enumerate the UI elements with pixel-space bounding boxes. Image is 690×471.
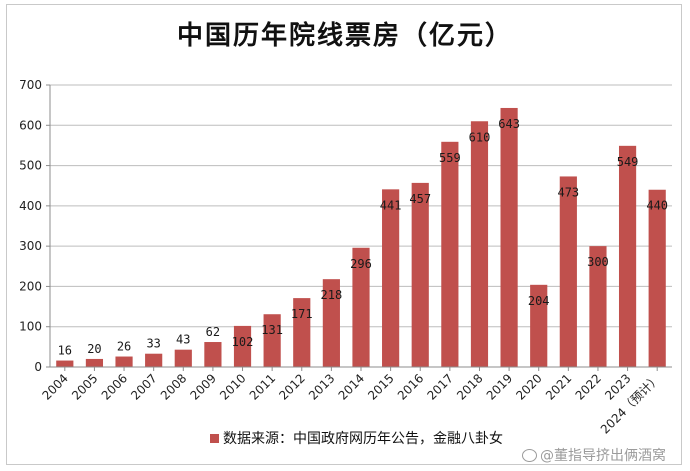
y-axis: 0 100 200 300 400 500 600 700 [19,78,51,374]
x-tick-label: 2011 [247,371,278,402]
x-tick-label: 2008 [158,371,189,402]
bar [145,353,163,367]
y-tick-label: 400 [19,199,42,213]
x-tick-label: 2015 [365,371,396,402]
x-tick-label: 2021 [543,371,574,402]
x-axis: 2004200520062007200820092010201120122013… [39,366,672,437]
bar [263,314,281,367]
y-tick-label: 200 [19,279,42,293]
y-tick-label: 600 [19,118,42,132]
watermark: @董指导挤出俩酒窝 [522,445,666,465]
watermark-text: @董指导挤出俩酒窝 [540,448,666,464]
data-label: 559 [439,151,461,165]
y-tick-label: 100 [19,320,42,334]
data-label: 549 [617,155,639,169]
x-tick-label: 2006 [99,371,130,402]
data-label: 643 [498,117,520,131]
bar [322,279,340,367]
data-labels: 16 20 26 33 43 62 102 131 171 218 296 441 457 559 610 6… [58,117,668,358]
legend-swatch [210,433,219,443]
data-label: 610 [469,130,491,144]
x-tick-label: 2016 [395,371,426,402]
data-label: 171 [291,307,313,321]
bar [293,298,311,367]
x-tick-label: 2007 [128,371,159,402]
data-label: 457 [409,192,431,206]
data-label: 300 [587,255,609,269]
y-tick-label: 300 [19,239,42,253]
bar [411,182,429,367]
x-tick-label: 2013 [306,371,337,402]
data-label: 296 [350,257,372,271]
bar [500,107,518,367]
data-label: 102 [232,335,254,349]
bar [470,121,489,367]
chart-frame [6,4,682,465]
legend-label: 数据来源：中国政府网历年公告，金融八卦女 [223,431,503,447]
bar [233,325,252,367]
x-tick-label: 2005 [69,371,100,402]
data-label: 131 [261,323,283,337]
data-label: 26 [117,340,131,354]
x-tick-label: 2004 [39,371,70,402]
bar [648,189,666,367]
y-tick-label: 0 [34,360,42,374]
data-label: 33 [146,337,160,351]
data-label: 440 [646,199,668,213]
bar [618,145,637,367]
x-tick-label: 2020 [513,371,544,402]
legend: 数据来源：中国政府网历年公告，金融八卦女 [210,428,503,448]
bar [204,342,222,367]
bar [382,189,400,367]
bar [352,247,370,367]
data-label: 43 [176,333,190,347]
data-label: 473 [557,185,579,199]
bar [589,246,607,367]
chart-title: 中国历年院线票房（亿元） [176,21,513,51]
x-tick-label: 2017 [424,371,455,402]
x-tick-label: 2012 [276,371,307,402]
x-tick-label: 2009 [188,371,219,402]
bars [56,107,666,367]
data-label: 16 [58,344,72,358]
bar [85,358,104,367]
bar [441,141,459,367]
x-tick-label: 2010 [217,371,248,402]
bar [56,360,74,367]
data-label: 62 [206,325,220,339]
bar [174,349,192,367]
x-tick-label: 2022 [573,371,604,402]
x-tick-label: 2018 [454,371,485,402]
x-tick-label: 2019 [484,371,515,402]
y-tick-label: 700 [19,78,42,92]
data-label: 20 [87,342,101,356]
bar [559,176,577,367]
y-tick-label: 500 [19,159,42,173]
data-label: 204 [528,294,550,308]
data-label: 441 [380,198,402,212]
bar [530,284,548,367]
bar [115,356,133,367]
x-tick-label: 2014 [336,371,367,402]
weibo-icon [522,448,537,462]
data-label: 218 [321,288,343,302]
